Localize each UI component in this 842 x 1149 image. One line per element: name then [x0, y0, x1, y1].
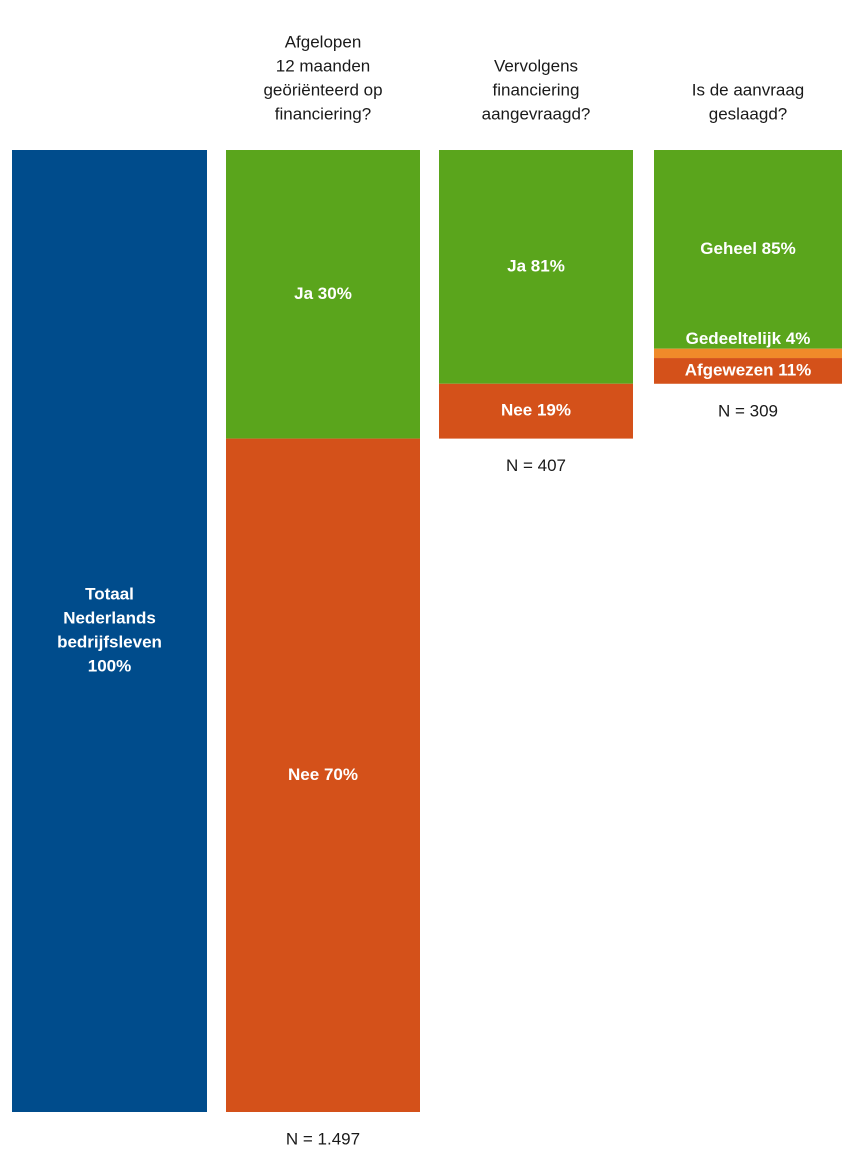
segment [12, 150, 207, 1112]
segment-label: Nee 70% [288, 765, 358, 784]
segment [226, 438, 420, 1113]
column-title: Is de aanvraag [692, 80, 804, 99]
segment [439, 150, 633, 384]
column-title: financiering [493, 80, 580, 99]
column-title: 12 maanden [276, 56, 371, 75]
n-label: N = 407 [506, 456, 566, 475]
segment-label: Nederlands [63, 608, 156, 627]
segment-label: Ja 81% [507, 256, 565, 275]
segment-label: Gedeeltelijk 4% [686, 329, 811, 348]
n-label: N = 309 [718, 401, 778, 420]
segment-label: Ja 30% [294, 284, 352, 303]
segment [226, 150, 420, 439]
n-label: N = 1.497 [286, 1129, 360, 1148]
segment-label: bedrijfsleven [57, 632, 162, 651]
segment-label: Nee 19% [501, 401, 571, 420]
segment-label: 100% [88, 656, 131, 675]
segment-label: Totaal [85, 584, 134, 603]
column-title: aangevraagd? [482, 104, 591, 123]
column-title: geslaagd? [709, 104, 787, 123]
column-title: geöriënteerd op [263, 80, 382, 99]
column-title: Vervolgens [494, 56, 578, 75]
segment [654, 150, 842, 349]
segment-label: Geheel 85% [700, 239, 795, 258]
segment [654, 348, 842, 359]
segment [654, 358, 842, 384]
column-title: financiering? [275, 104, 371, 123]
segment [439, 383, 633, 439]
segment-label: Afgewezen 11% [685, 360, 812, 379]
column-title: Afgelopen [285, 32, 362, 51]
